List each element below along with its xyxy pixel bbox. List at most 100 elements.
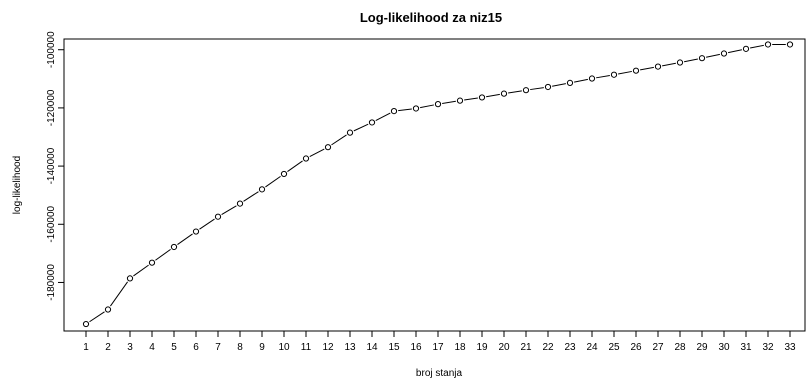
line-segment <box>110 281 128 307</box>
x-tick-label: 2 <box>105 342 111 353</box>
line-segment <box>596 74 610 79</box>
data-point <box>478 94 486 101</box>
x-tick-label: 4 <box>149 342 155 353</box>
y-tick-label: -100000 <box>46 31 57 68</box>
line-segment <box>133 264 149 277</box>
chart-title: Log-likelihood za niz15 <box>360 10 502 25</box>
x-tick-label: 22 <box>542 342 554 353</box>
y-axis-label: log-likelihood <box>12 156 23 214</box>
data-point <box>368 119 376 126</box>
line-segment <box>574 78 588 83</box>
x-tick-label: 8 <box>237 342 243 353</box>
data-point <box>654 63 662 70</box>
line-segment <box>420 104 434 109</box>
line-segment <box>375 112 391 121</box>
data-point <box>280 170 288 178</box>
data-point <box>456 97 464 104</box>
line-segment <box>199 218 215 230</box>
x-tick-label: 29 <box>696 342 708 353</box>
line-segment <box>442 100 456 104</box>
data-point <box>214 213 222 220</box>
x-tick-label: 27 <box>652 342 664 353</box>
x-axis-label: broj stanja <box>416 368 463 379</box>
data-point <box>258 186 266 193</box>
data-point <box>104 306 112 313</box>
line-segment <box>508 90 522 94</box>
x-tick-label: 11 <box>301 342 312 353</box>
line-segment <box>706 53 720 58</box>
data-point <box>236 200 244 207</box>
x-tick-label: 24 <box>586 342 598 353</box>
data-point <box>500 90 508 97</box>
line-segment <box>331 134 347 146</box>
data-point <box>588 75 596 82</box>
line-segment <box>618 70 632 75</box>
x-axis: 1 2 3 4 5 6 7 8 9 10 11 12 13 14 15 16 17 18 19 20 21 22 23 24 2… <box>83 331 796 353</box>
x-tick-label: 10 <box>278 342 290 353</box>
data-point <box>676 59 684 66</box>
x-tick-label: 20 <box>498 342 510 353</box>
line-segment <box>398 108 412 112</box>
line-segment <box>353 123 369 132</box>
y-axis: -180000 -160000 -140000 -120000 -100000 <box>46 31 64 301</box>
x-tick-label: 12 <box>322 342 334 353</box>
line-segment <box>728 49 742 54</box>
line-segment <box>309 148 325 158</box>
x-tick-label: 21 <box>520 342 532 353</box>
line-segment <box>177 233 193 245</box>
x-tick-label: 33 <box>784 342 796 353</box>
line-segment <box>640 66 654 71</box>
data-point <box>148 259 156 266</box>
series-line <box>82 41 794 328</box>
line-segment <box>221 205 237 215</box>
y-tick-label: -120000 <box>46 89 57 126</box>
line-segment <box>265 175 281 188</box>
x-tick-label: 16 <box>410 342 422 353</box>
data-point <box>82 320 90 328</box>
data-point <box>390 108 398 115</box>
line-segment <box>552 83 566 87</box>
line-segment <box>750 44 764 49</box>
data-point <box>632 67 640 74</box>
x-tick-label: 26 <box>630 342 642 353</box>
x-tick-label: 28 <box>674 342 686 353</box>
y-tick-label: -140000 <box>46 147 57 184</box>
data-point <box>566 79 574 86</box>
x-tick-label: 5 <box>171 342 177 353</box>
data-point <box>434 101 442 108</box>
x-tick-label: 1 <box>83 342 89 353</box>
data-point <box>544 83 552 91</box>
y-tick-label: -180000 <box>46 264 57 301</box>
x-tick-label: 32 <box>762 342 774 353</box>
x-tick-label: 14 <box>366 342 378 353</box>
x-tick-label: 30 <box>718 342 730 353</box>
data-point <box>786 41 794 48</box>
x-tick-label: 18 <box>454 342 466 353</box>
data-point <box>720 50 728 57</box>
data-point <box>742 45 750 52</box>
data-point <box>412 105 420 112</box>
x-tick-label: 7 <box>215 342 221 353</box>
x-tick-label: 17 <box>432 342 444 353</box>
line-segment <box>89 311 105 323</box>
data-point <box>192 228 200 235</box>
data-point <box>522 87 530 94</box>
x-tick-label: 6 <box>193 342 199 353</box>
plot-frame <box>63 38 806 332</box>
line-segment <box>486 93 500 98</box>
x-tick-label: 13 <box>344 342 356 353</box>
x-tick-label: 31 <box>740 342 752 353</box>
y-tick-label: -160000 <box>46 205 57 242</box>
line-segment <box>464 97 478 101</box>
data-point <box>324 144 332 151</box>
line-segment <box>684 58 698 63</box>
line-segment <box>155 248 171 261</box>
data-point <box>170 243 178 251</box>
line-segment <box>530 87 544 91</box>
data-point <box>610 71 618 78</box>
data-point <box>698 55 706 62</box>
line-segment <box>287 160 303 172</box>
x-tick-label: 15 <box>388 342 400 353</box>
line-segment <box>662 62 676 67</box>
